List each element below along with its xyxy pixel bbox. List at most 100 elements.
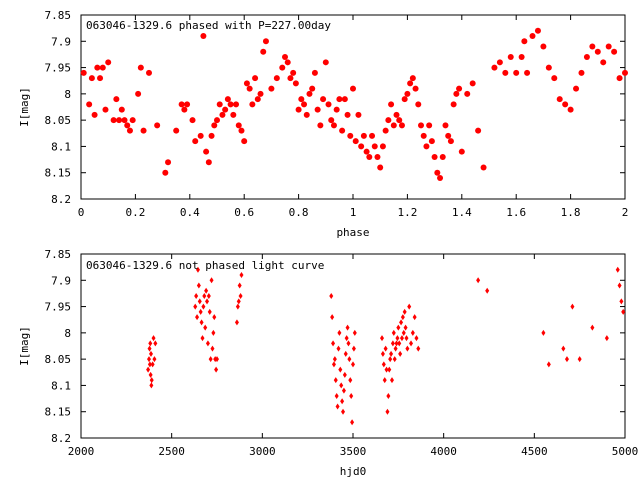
data-point	[450, 101, 457, 108]
data-point	[518, 54, 525, 61]
data-point	[434, 169, 441, 176]
y-tick-labels: 7.85 7.9 7.95 8 8.05 8.1 8.15 8.2	[45, 248, 72, 445]
data-point	[388, 101, 395, 108]
data-point	[390, 122, 397, 129]
data-point	[317, 122, 324, 129]
data-point	[331, 361, 336, 368]
data-point	[243, 80, 250, 87]
data-point	[393, 111, 400, 118]
data-point	[343, 350, 348, 357]
data-point	[399, 335, 404, 342]
data-point	[381, 361, 386, 368]
data-points	[80, 27, 628, 181]
data-point	[195, 314, 200, 321]
chart-title: 063046-1329.6 phased with P=227.00day	[86, 19, 331, 32]
data-point	[402, 308, 407, 315]
data-point	[118, 106, 125, 113]
data-point	[437, 174, 444, 181]
data-point	[345, 324, 350, 331]
x-axis-label: phase	[336, 226, 369, 239]
data-point	[380, 335, 385, 342]
data-point	[534, 27, 541, 34]
y-tick-label: 8.05	[45, 353, 72, 366]
y-tick-label: 8.15	[45, 406, 72, 419]
data-point	[121, 117, 128, 124]
data-point	[338, 366, 343, 373]
data-point	[583, 54, 590, 61]
y-tick-label: 7.9	[51, 35, 71, 48]
axis-ticks	[80, 14, 626, 200]
data-point	[545, 64, 552, 71]
data-point	[216, 101, 223, 108]
data-point	[590, 324, 595, 331]
data-point	[456, 85, 463, 92]
data-point	[150, 361, 155, 368]
data-point	[254, 96, 261, 103]
data-point	[230, 111, 237, 118]
data-point	[154, 122, 161, 129]
data-point	[320, 96, 327, 103]
data-point	[147, 345, 152, 352]
data-point	[94, 64, 101, 71]
data-point	[205, 159, 212, 166]
data-point	[401, 329, 406, 336]
data-point	[197, 298, 202, 305]
data-point	[409, 340, 414, 347]
data-point	[337, 329, 342, 336]
data-point	[390, 340, 395, 347]
data-point	[148, 371, 153, 378]
y-axis-label: I[mag]	[18, 326, 31, 366]
data-point	[412, 85, 419, 92]
x-tick-label: 1.4	[452, 206, 472, 219]
data-point	[476, 277, 481, 284]
data-point	[335, 403, 340, 410]
x-tick-label: 0.4	[180, 206, 200, 219]
data-point	[386, 392, 391, 399]
data-point	[363, 148, 370, 155]
data-point	[236, 298, 241, 305]
x-tick-label: 1	[350, 206, 357, 219]
data-point	[203, 324, 208, 331]
y-tick-label: 7.95	[45, 62, 72, 75]
data-point	[199, 319, 204, 326]
data-point	[97, 75, 104, 82]
data-point	[238, 127, 245, 134]
data-point	[570, 303, 575, 310]
data-point	[578, 69, 585, 76]
data-point	[521, 38, 528, 45]
data-point	[382, 377, 387, 384]
data-point	[233, 101, 240, 108]
data-point	[201, 303, 206, 310]
data-point	[341, 408, 346, 415]
data-point	[396, 117, 403, 124]
data-point	[148, 350, 153, 357]
data-point	[475, 127, 482, 134]
data-point	[398, 350, 403, 357]
data-point	[334, 392, 339, 399]
x-axis-label: hjd0	[340, 465, 367, 478]
data-point	[235, 122, 242, 129]
data-point	[80, 69, 87, 76]
y-tick-label: 8	[64, 327, 71, 340]
data-point	[105, 59, 112, 66]
data-point	[341, 387, 346, 394]
data-point	[340, 398, 345, 405]
x-tick-label: 0.2	[125, 206, 145, 219]
data-point	[238, 293, 243, 300]
data-point	[287, 75, 294, 82]
data-point	[205, 298, 210, 305]
y-tick-label: 8.2	[51, 432, 71, 445]
data-point	[379, 143, 386, 150]
data-point	[129, 117, 136, 124]
data-point	[211, 122, 218, 129]
data-point	[208, 356, 213, 363]
data-point	[202, 293, 207, 300]
y-tick-label: 7.85	[45, 248, 72, 261]
data-point	[369, 132, 376, 139]
y-tick-label: 7.85	[45, 9, 72, 22]
data-point	[380, 350, 385, 357]
x-tick-labels: 0 0.2 0.4 0.6 0.8 1 1.2 1.4 1.6 1.8 2	[78, 206, 629, 219]
data-point	[485, 287, 490, 294]
data-point	[215, 356, 219, 363]
data-point	[113, 96, 120, 103]
